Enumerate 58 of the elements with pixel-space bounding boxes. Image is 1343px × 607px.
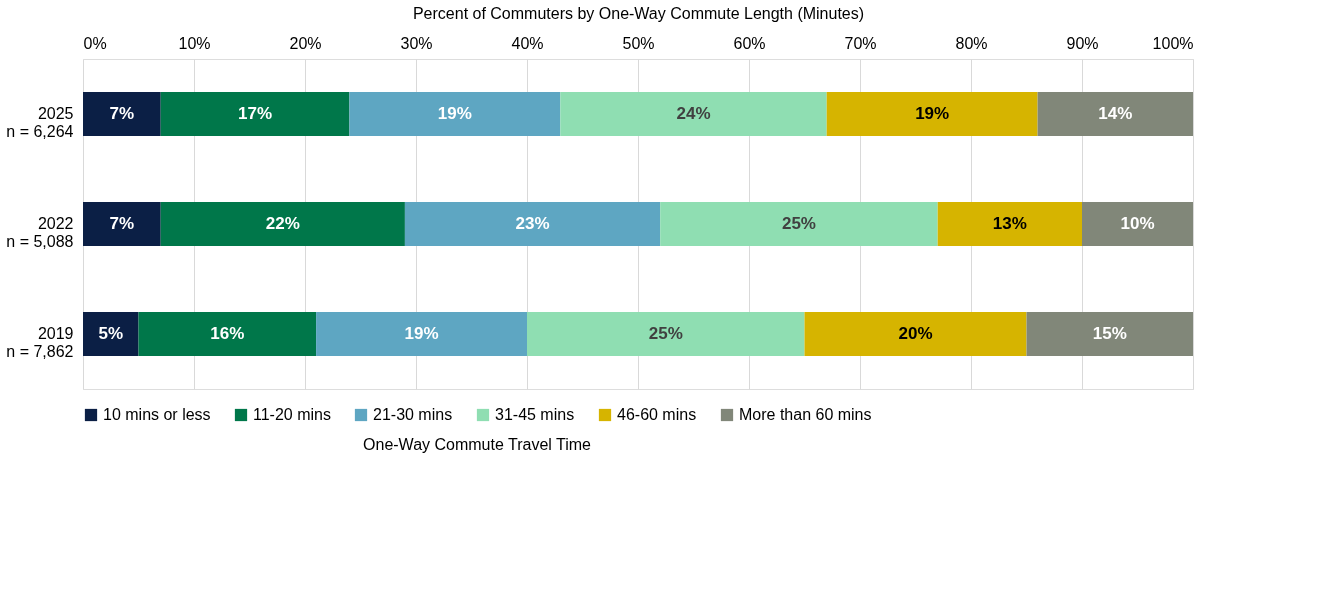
y-tick-label: 2025 n = 6,264 xyxy=(6,105,74,140)
bar xyxy=(83,92,161,136)
bar xyxy=(660,202,938,246)
bar xyxy=(527,312,805,356)
x-tick-label: 90% xyxy=(1066,34,1099,52)
bar xyxy=(404,202,661,246)
legend-label: 11-20 mins xyxy=(253,406,331,423)
bar xyxy=(826,92,1038,136)
bar xyxy=(316,312,527,356)
data-label: 23% xyxy=(515,214,550,233)
x-tick-label: 70% xyxy=(844,34,877,52)
bar xyxy=(83,202,161,246)
data-label: 13% xyxy=(992,214,1027,233)
y-tick-label: 2022 n = 5,088 xyxy=(6,215,74,250)
x-tick-label: 10% xyxy=(178,34,211,52)
data-label: 7% xyxy=(109,104,135,123)
legend-label: 21-30 mins xyxy=(373,406,453,423)
bar xyxy=(937,202,1082,246)
data-label: 22% xyxy=(265,214,300,233)
data-label: 15% xyxy=(1092,324,1127,343)
x-tick-label: 40% xyxy=(511,34,544,52)
data-label: 5% xyxy=(98,324,124,343)
data-label: 7% xyxy=(109,214,135,233)
legend-title: One-Way Commute Travel Time xyxy=(363,436,592,453)
bar xyxy=(138,312,317,356)
y-tick-label: 2019 n = 7,862 xyxy=(6,325,74,360)
x-tick-label: 50% xyxy=(622,34,655,52)
data-label: 16% xyxy=(210,324,245,343)
x-tick-label: 80% xyxy=(955,34,988,52)
x-tick-label: 60% xyxy=(733,34,766,52)
bar xyxy=(83,312,139,356)
bar xyxy=(1037,92,1193,136)
chart-title: Percent of Commuters by One-Way Commute Length (Minutes) xyxy=(412,4,865,22)
legend-label: 31-45 mins xyxy=(495,406,575,423)
bar xyxy=(560,92,827,136)
bar xyxy=(1026,312,1193,356)
bar xyxy=(349,92,561,136)
data-label: 19% xyxy=(437,104,472,123)
x-tick-label: 20% xyxy=(289,34,322,52)
data-label: 10% xyxy=(1120,214,1155,233)
x-tick-label: 30% xyxy=(400,34,433,52)
data-label: 19% xyxy=(915,104,950,123)
data-label: 24% xyxy=(676,104,711,123)
data-label: 25% xyxy=(648,324,683,343)
bar xyxy=(1082,202,1193,246)
data-label: 17% xyxy=(238,104,273,123)
bar xyxy=(804,312,1027,356)
x-tick-label: 100% xyxy=(1152,34,1194,52)
data-label: 25% xyxy=(781,214,816,233)
bar xyxy=(160,202,405,246)
legend-label: More than 60 mins xyxy=(739,406,872,423)
legend-label: 46-60 mins xyxy=(617,406,697,423)
data-label: 19% xyxy=(404,324,439,343)
legend-label: 10 mins or less xyxy=(103,406,211,423)
x-tick-label: 0% xyxy=(83,34,107,52)
data-label: 20% xyxy=(898,324,933,343)
bar xyxy=(160,92,350,136)
data-label: 14% xyxy=(1098,104,1133,123)
